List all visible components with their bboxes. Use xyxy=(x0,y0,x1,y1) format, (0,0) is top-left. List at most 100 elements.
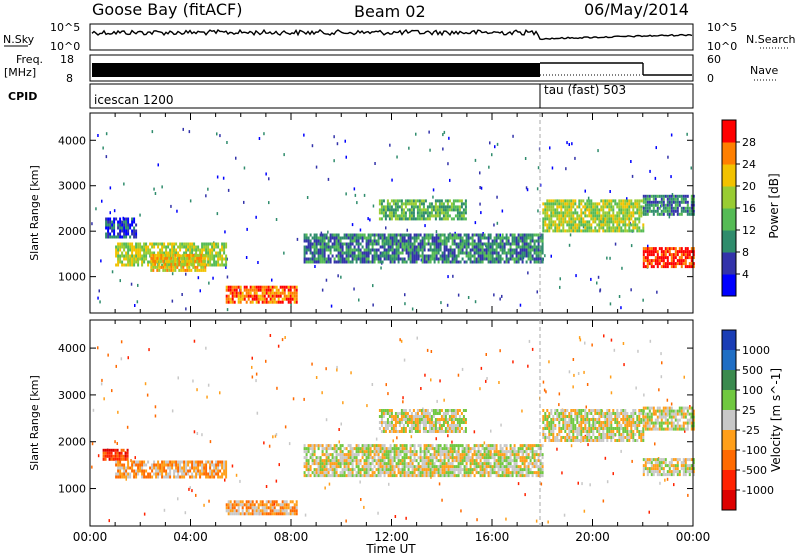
scatter-cell xyxy=(315,376,318,379)
scatter-cell xyxy=(296,237,299,241)
scatter-cell xyxy=(457,293,460,297)
scatter-cell xyxy=(519,303,522,307)
scatter-cell xyxy=(438,482,441,486)
scatter-cell xyxy=(170,204,172,208)
scatter-cell xyxy=(350,371,352,375)
scatter-cell xyxy=(151,130,154,134)
scatter-cell xyxy=(318,459,320,463)
colorbar-tick-label: -500 xyxy=(742,464,767,477)
scatter-cell xyxy=(177,497,179,501)
velocity-yticks: 1000 2000 3000 4000 xyxy=(58,342,693,496)
scatter-cell xyxy=(596,281,598,285)
scatter-cell xyxy=(367,217,369,221)
scatter-cell xyxy=(100,259,102,263)
scatter-cell xyxy=(303,133,305,137)
scatter-cell xyxy=(436,399,438,403)
scatter-cell xyxy=(387,392,389,396)
scatter-cell xyxy=(119,279,121,283)
echo-region xyxy=(102,448,129,461)
scatter-cell xyxy=(199,289,201,293)
scatter-cell xyxy=(283,251,285,255)
colorbar-swatch xyxy=(722,430,736,451)
scatter-cell xyxy=(637,349,639,353)
scatter-cell xyxy=(212,276,214,280)
scatter-cell xyxy=(303,397,305,401)
scatter-cell xyxy=(609,375,612,379)
scatter-cell xyxy=(290,303,292,307)
scatter-cell xyxy=(435,437,437,441)
scatter-cell xyxy=(512,360,514,364)
freq-tick-bottom: 8 xyxy=(66,72,73,85)
scatter-cell xyxy=(97,454,100,458)
scatter-cell xyxy=(449,178,451,182)
scatter-cell xyxy=(120,340,123,344)
scatter-cell xyxy=(499,349,501,353)
colorbar-tick-label: -100 xyxy=(742,444,767,457)
scatter-cell xyxy=(440,301,442,305)
scatter-cell xyxy=(191,489,193,493)
scatter-cell xyxy=(385,226,387,230)
scatter-cell xyxy=(369,218,371,222)
freq-label-2: [MHz] xyxy=(4,66,36,79)
scatter-cell xyxy=(184,511,187,515)
scatter-cell xyxy=(130,459,132,463)
scatter-cell xyxy=(496,195,498,199)
scatter-cell xyxy=(111,389,113,393)
colorbar-tick-label: 16 xyxy=(742,202,756,215)
scatter-cell xyxy=(153,187,155,191)
scatter-cell xyxy=(658,388,660,392)
scatter-cell xyxy=(284,336,286,339)
scatter-cell xyxy=(219,391,221,395)
scatter-cell xyxy=(483,441,486,445)
scatter-cell xyxy=(359,228,362,232)
scatter-cell xyxy=(673,483,675,487)
scatter-cell xyxy=(621,266,623,270)
scatter-cell xyxy=(655,146,657,150)
echo-region xyxy=(642,406,695,431)
scatter-cell xyxy=(424,224,426,228)
scatter-cell xyxy=(535,519,538,523)
scatter-cell xyxy=(489,141,491,145)
nsky-noise-line xyxy=(91,28,693,41)
scatter-cell xyxy=(363,193,366,197)
velocity-colorbar-label: Velocity [m s^-1] xyxy=(769,368,783,472)
scatter-cell xyxy=(537,209,539,213)
scatter-cell xyxy=(333,135,335,139)
scatter-cell xyxy=(275,218,278,221)
scatter-cell xyxy=(474,300,477,304)
freq-label-1: Freq. xyxy=(16,53,43,66)
velocity-panel: 1000 2000 3000 4000 00:00 04:00 08:00 12:00 16:… xyxy=(28,319,710,554)
scatter-cell xyxy=(430,475,432,479)
scatter-cell xyxy=(406,228,408,232)
scatter-cell xyxy=(565,167,567,171)
scatter-cell xyxy=(108,519,110,523)
scatter-cell xyxy=(389,143,391,147)
scatter-cell xyxy=(501,209,504,213)
scatter-cell xyxy=(359,480,361,484)
scatter-cell xyxy=(476,518,478,522)
scatter-cell xyxy=(345,155,347,159)
scatter-cell xyxy=(606,480,609,484)
nsky-left-tick-top: 10^5 xyxy=(50,21,80,34)
scatter-cell xyxy=(614,242,617,246)
scatter-cell xyxy=(411,307,414,311)
scatter-cell xyxy=(656,290,658,294)
colorbar-swatch xyxy=(722,230,736,253)
scatter-cell xyxy=(161,185,163,189)
scatter-cell xyxy=(216,175,219,179)
scatter-cell xyxy=(109,186,112,190)
scatter-cell xyxy=(581,482,583,486)
scatter-cell xyxy=(404,302,406,306)
ytick-label: 3000 xyxy=(58,389,86,402)
scatter-cell xyxy=(670,402,673,406)
colorbar-swatch xyxy=(722,120,736,143)
date-title: 06/May/2014 xyxy=(584,0,689,19)
scatter-cell xyxy=(251,365,253,369)
scatter-cell xyxy=(602,499,605,503)
scatter-cell xyxy=(171,409,174,413)
power-colorbar-label: Power [dB] xyxy=(767,173,781,238)
scatter-cell xyxy=(276,386,278,390)
colorbar-swatch xyxy=(722,350,736,371)
scatter-cell xyxy=(344,139,346,143)
scatter-cell xyxy=(353,187,356,191)
